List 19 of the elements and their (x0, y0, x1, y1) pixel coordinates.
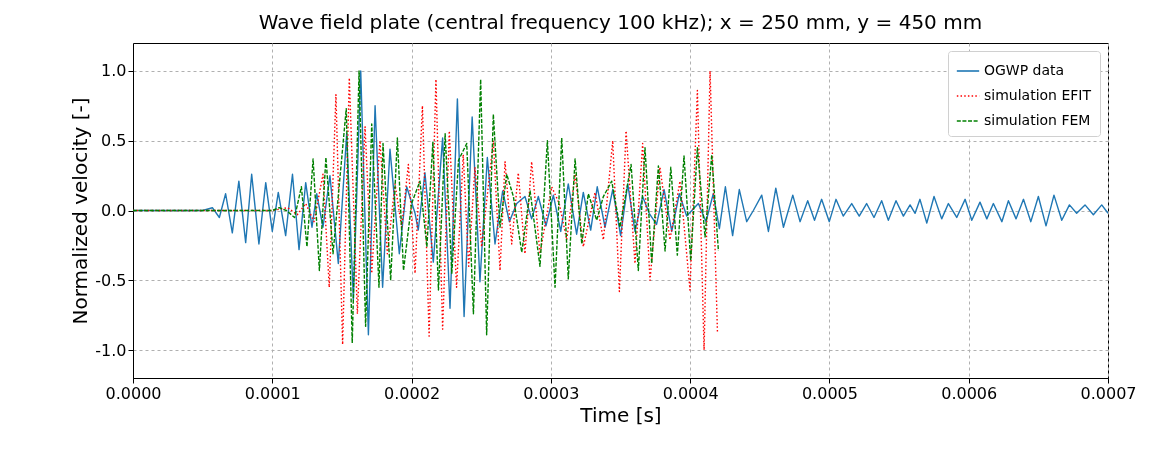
y-tick-label: 0.0 (101, 201, 127, 220)
y-tick-label: 0.5 (101, 131, 127, 151)
x-tick-label: 0.0006 (941, 383, 998, 403)
legend-label: OGWP data (984, 62, 1065, 78)
x-tick-label: 0.0001 (244, 383, 301, 403)
x-tick-label: 0.0002 (384, 383, 441, 403)
legend-label: simulation EFIT (984, 87, 1092, 103)
x-tick-label: 0.0004 (662, 383, 719, 403)
chart-title: Wave field plate (central frequency 100 kHz); x = 250 mm, y = 450 mm (258, 10, 983, 34)
x-tick-label: 0.0000 (105, 383, 162, 403)
x-axis-title: Time [s] (579, 402, 662, 427)
legend-label: simulation FEM (984, 112, 1091, 128)
x-tick-label: 0.0003 (523, 383, 580, 403)
y-tick-label: -0.5 (95, 270, 127, 290)
x-tick-label: 0.0005 (801, 383, 858, 403)
y-tick-label: 1.0 (101, 61, 127, 81)
x-tick-label: 0.0007 (1080, 383, 1137, 403)
y-tick-label: -1.0 (95, 340, 127, 360)
y-axis-title: Normalized velocity [-] (68, 97, 93, 325)
